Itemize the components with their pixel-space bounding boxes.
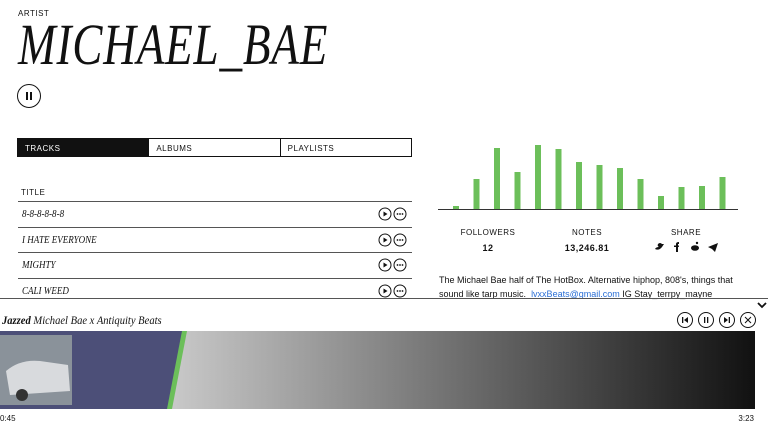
track-actions[interactable] (378, 258, 408, 272)
activity-bar (555, 149, 562, 209)
collapse-button[interactable] (756, 301, 768, 309)
header-label: ARTIST (18, 9, 50, 18)
pause-button[interactable] (16, 83, 42, 109)
waveform-artwork (0, 331, 755, 409)
prev-button[interactable] (677, 312, 693, 328)
activity-bar (596, 165, 603, 209)
activity-bar (535, 145, 541, 209)
track-actions[interactable] (378, 207, 408, 221)
activity-bar (658, 196, 664, 209)
tab[interactable]: PLAYLISTS (279, 139, 411, 156)
divider (0, 298, 768, 299)
pause-button[interactable] (698, 312, 714, 328)
activity-bar (514, 172, 521, 209)
stat-value: 12 (482, 243, 494, 253)
track-title: Jazzed (2, 313, 31, 327)
now-playing: Jazzed Michael Bae x Antiquity Beats (2, 313, 162, 328)
activity-bar (637, 179, 644, 209)
activity-bar (494, 148, 500, 209)
column-header: TITLE (21, 188, 46, 197)
track-actions[interactable] (378, 284, 408, 298)
track-row[interactable]: CALI WEED (18, 277, 412, 303)
track-title: I HATE EVERYONE (22, 233, 97, 246)
share-icons[interactable] (654, 241, 720, 253)
tab[interactable]: TRACKS (18, 139, 149, 156)
player-controls (677, 312, 756, 328)
track-row[interactable]: 8-8-8-8-8-8 (18, 201, 412, 226)
activity-chart (438, 145, 738, 210)
activity-bar (453, 206, 459, 209)
artist-title: MICHAEL_BAE (18, 12, 329, 77)
activity-bar (576, 162, 582, 209)
stat-label: FOLLOWERS (460, 228, 516, 237)
close-button[interactable] (740, 312, 756, 328)
bio-text: IG Stay_terrpy_mayne (622, 289, 713, 299)
next-button[interactable] (719, 312, 735, 328)
track-row[interactable]: I HATE EVERYONE (18, 226, 412, 252)
track-actions[interactable] (378, 233, 408, 247)
tab[interactable]: ALBUMS (148, 139, 279, 156)
duration: 3:23 (738, 414, 754, 423)
activity-bar (678, 187, 685, 209)
activity-bar (719, 177, 726, 209)
stat-label: SHARE (670, 228, 702, 237)
email-link[interactable]: lvxxBeats@gmail.com (531, 289, 620, 299)
stat-label: NOTES (571, 228, 603, 237)
bio: The Michael Bae half of The HotBox. Alte… (439, 273, 739, 301)
track-title: 8-8-8-8-8-8 (22, 208, 65, 220)
tabs: TRACKS ALBUMS PLAYLISTS (17, 138, 412, 157)
elapsed-time: 0:45 (0, 414, 16, 423)
activity-bar (699, 186, 705, 209)
stat-value: 13,246.81 (564, 243, 610, 253)
activity-bar (473, 179, 480, 209)
activity-bar (617, 168, 623, 209)
track-title: CALI WEED (22, 284, 69, 297)
track-row[interactable]: MIGHTY (18, 252, 412, 277)
track-artist: Michael Bae x Antiquity Beats (33, 313, 162, 327)
track-title: MIGHTY (22, 259, 56, 271)
bio-text: The Michael Bae half of The HotBox. Alte… (439, 275, 733, 299)
